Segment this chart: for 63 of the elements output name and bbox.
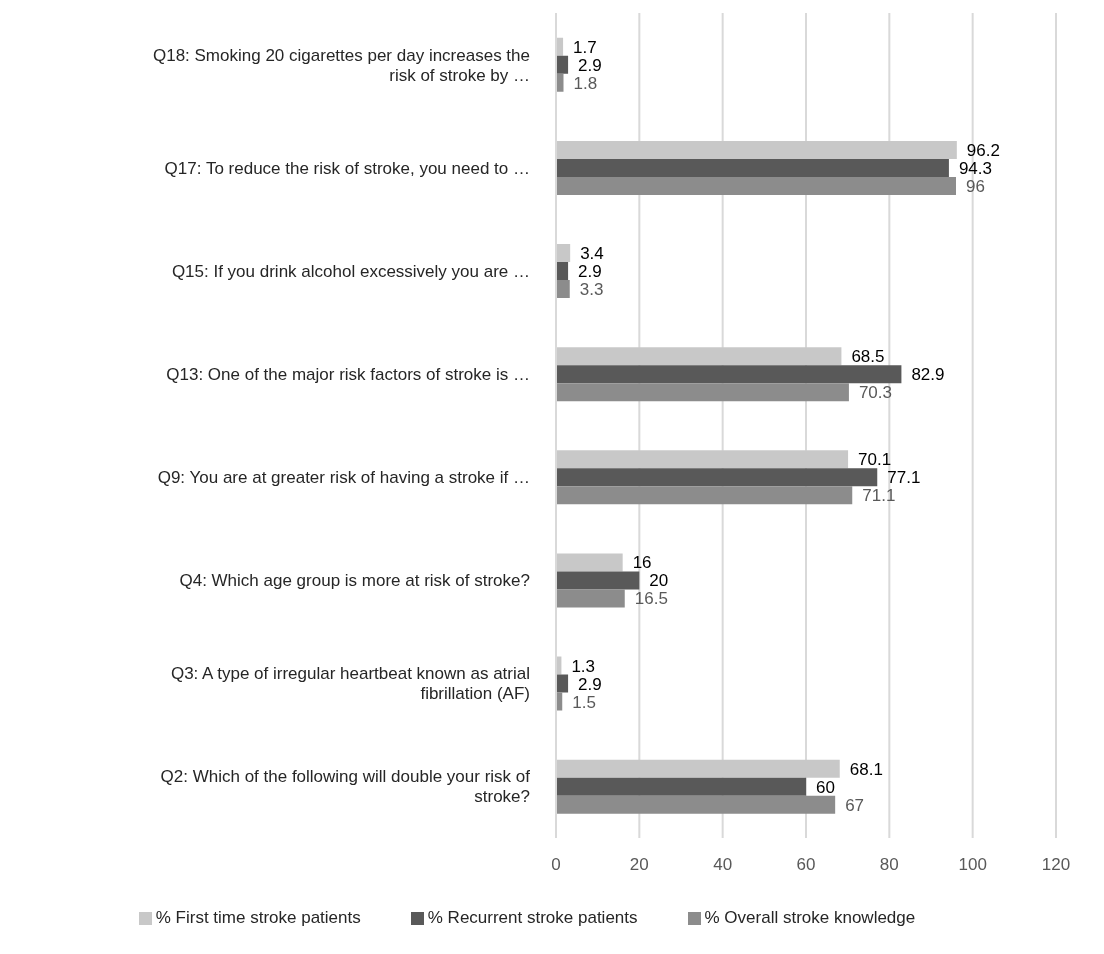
y-tick-label: Q18: Smoking 20 cigarettes per day increases the risk of stroke by … <box>152 45 530 85</box>
bar <box>556 589 625 608</box>
y-tick-label: Q4: Which age group is more at risk of stroke? <box>179 570 530 590</box>
data-label: 68.5 <box>851 347 885 367</box>
y-tick-label: Q9: You are at greater risk of having a stroke if … <box>157 467 530 487</box>
data-label: 70.1 <box>858 450 892 470</box>
bar <box>556 486 853 505</box>
data-label: 1.7 <box>573 37 597 57</box>
y-tick-label: Q2: Which of the following will double your risk of stroke? <box>160 766 531 806</box>
data-label: 16.5 <box>634 589 668 609</box>
data-label: 16 <box>632 553 652 573</box>
x-tick-label: 120 <box>1041 855 1071 875</box>
x-tick-label: 20 <box>629 855 649 875</box>
bar <box>556 140 957 159</box>
data-label: 67 <box>845 795 865 815</box>
bar <box>556 759 840 778</box>
data-label: 2.9 <box>578 674 602 694</box>
bar <box>556 262 569 280</box>
data-label: 71.1 <box>862 486 896 506</box>
bar <box>556 365 902 384</box>
data-label: 1.5 <box>572 692 596 712</box>
x-tick-label: 0 <box>551 855 561 875</box>
x-tick-label: 100 <box>958 855 987 875</box>
y-tick-label: Q15: If you drink alcohol excessively you are … <box>171 261 530 281</box>
data-label: 2.9 <box>578 262 602 282</box>
legend-label: % Recurrent stroke patients <box>427 908 638 927</box>
bar <box>556 280 570 298</box>
bar <box>556 158 949 177</box>
bar <box>556 571 640 590</box>
bar <box>556 244 571 262</box>
bar <box>556 347 842 366</box>
x-tick-label: 40 <box>713 855 733 875</box>
bar <box>556 450 849 469</box>
bar <box>556 383 849 402</box>
data-label: 60 <box>816 777 835 797</box>
bar <box>556 55 569 74</box>
bar <box>556 176 956 195</box>
data-label: 96.2 <box>966 140 1000 160</box>
bar <box>556 674 569 693</box>
legend-label: % First time stroke patients <box>155 908 361 927</box>
bar <box>556 468 878 487</box>
data-label: 2.9 <box>578 55 602 75</box>
bar <box>556 795 836 814</box>
data-label: 82.9 <box>911 365 945 385</box>
data-label: 3.4 <box>580 244 604 264</box>
x-tick-label: 80 <box>879 855 899 875</box>
bar <box>556 73 564 92</box>
y-tick-label: Q3: A type of irregular heartbeat known as atrial fibrillation (AF) <box>170 663 530 703</box>
data-label: 1.3 <box>571 656 596 676</box>
bar <box>556 553 623 572</box>
data-label: 70.3 <box>858 383 893 403</box>
data-label: 94.3 <box>958 158 993 178</box>
y-tick-label: Q17: To reduce the risk of stroke, you need to … <box>164 158 530 178</box>
data-label: 77.1 <box>887 468 921 488</box>
bar <box>556 777 806 796</box>
legend-label: % Overall stroke knowledge <box>704 908 916 927</box>
data-label: 96 <box>966 176 985 196</box>
data-label: 1.8 <box>573 73 598 93</box>
data-label: 3.3 <box>579 280 604 300</box>
data-label: 20 <box>649 571 669 591</box>
data-label: 68.1 <box>849 759 883 779</box>
y-tick-label: Q13: One of the major risk factors of stroke is … <box>166 364 530 384</box>
x-tick-label: 60 <box>796 855 816 875</box>
